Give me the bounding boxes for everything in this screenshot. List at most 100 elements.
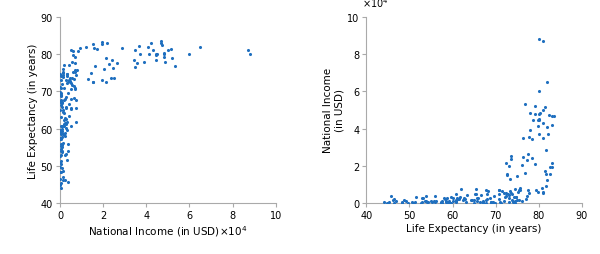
Point (61, 117, 71, 121)
Point (58, 67, 67, 71)
X-axis label: Life Expectancy (in years): Life Expectancy (in years) (406, 223, 542, 233)
Point (70, 87, 80, 91)
Point (56, 137, 65, 141)
Point (511, 201, 520, 205)
Point (459, 196, 469, 200)
Point (441, 199, 451, 203)
Point (524, 191, 534, 195)
Point (494, 192, 503, 196)
Point (524, 135, 534, 139)
Point (420, 199, 430, 203)
Point (530, 162, 539, 166)
Point (541, 172, 551, 176)
Point (530, 112, 540, 116)
Point (66, 108, 76, 112)
Point (451, 200, 461, 204)
Point (167, 57, 177, 61)
Point (73, 69, 82, 73)
Point (65, 76, 75, 80)
X-axis label: National Income (in USD)$\times10^4$: National Income (in USD)$\times10^4$ (88, 223, 247, 237)
Point (411, 196, 421, 200)
Point (549, 115, 559, 119)
Point (56, 130, 65, 134)
Point (514, 199, 523, 203)
Point (70, 55, 80, 59)
Point (410, 201, 420, 205)
Point (59, 76, 68, 80)
Point (485, 196, 494, 200)
Point (59, 122, 69, 126)
Point (538, 121, 548, 125)
Point (419, 196, 428, 200)
Point (397, 201, 406, 205)
Point (534, 112, 544, 116)
Point (117, 46, 127, 51)
Point (518, 136, 528, 140)
Point (61, 78, 71, 83)
Point (422, 201, 432, 205)
Point (504, 200, 514, 204)
Point (524, 152, 533, 156)
Point (57, 143, 67, 147)
Point (56, 161, 65, 165)
Point (547, 161, 556, 165)
Point (70, 70, 80, 74)
Point (538, 136, 548, 140)
Point (473, 196, 482, 200)
Point (57, 132, 67, 136)
Point (56, 162, 65, 166)
Point (470, 201, 479, 205)
Point (71, 106, 80, 110)
Y-axis label: National Income
(in USD): National Income (in USD) (323, 68, 344, 153)
Point (535, 112, 544, 116)
Point (476, 193, 486, 197)
Point (56, 153, 66, 157)
Point (56, 108, 65, 112)
Point (64, 81, 73, 85)
Point (538, 192, 548, 196)
Point (472, 188, 481, 192)
Point (67, 83, 76, 87)
Point (58, 133, 67, 137)
Point (533, 118, 543, 122)
Point (426, 200, 436, 204)
Point (64, 63, 73, 67)
Point (144, 53, 154, 57)
Point (130, 66, 140, 70)
Point (424, 201, 433, 205)
Point (544, 133, 553, 137)
Point (131, 49, 140, 53)
Point (538, 186, 547, 190)
Point (69, 85, 79, 89)
Point (56, 133, 65, 137)
Point (514, 190, 523, 194)
Text: $\times10^4$: $\times10^4$ (362, 0, 389, 10)
Point (442, 200, 452, 204)
Point (151, 58, 161, 62)
Point (109, 76, 119, 81)
Point (540, 106, 550, 110)
Point (57, 106, 67, 110)
Point (243, 49, 253, 53)
Point (58, 70, 68, 74)
Point (407, 201, 416, 205)
Point (56, 145, 65, 149)
Point (444, 200, 454, 204)
Point (97, 43, 107, 47)
Point (500, 196, 509, 200)
Point (538, 108, 548, 113)
Point (160, 61, 170, 65)
Point (245, 53, 254, 57)
Point (57, 101, 67, 105)
Point (542, 81, 552, 85)
Point (57, 127, 67, 131)
Point (60, 121, 70, 125)
Point (404, 201, 413, 205)
Point (470, 192, 480, 196)
Point (467, 199, 476, 203)
Point (510, 199, 520, 203)
Point (88, 80, 98, 84)
Point (56, 73, 65, 77)
Point (63, 150, 73, 154)
Point (166, 48, 176, 52)
